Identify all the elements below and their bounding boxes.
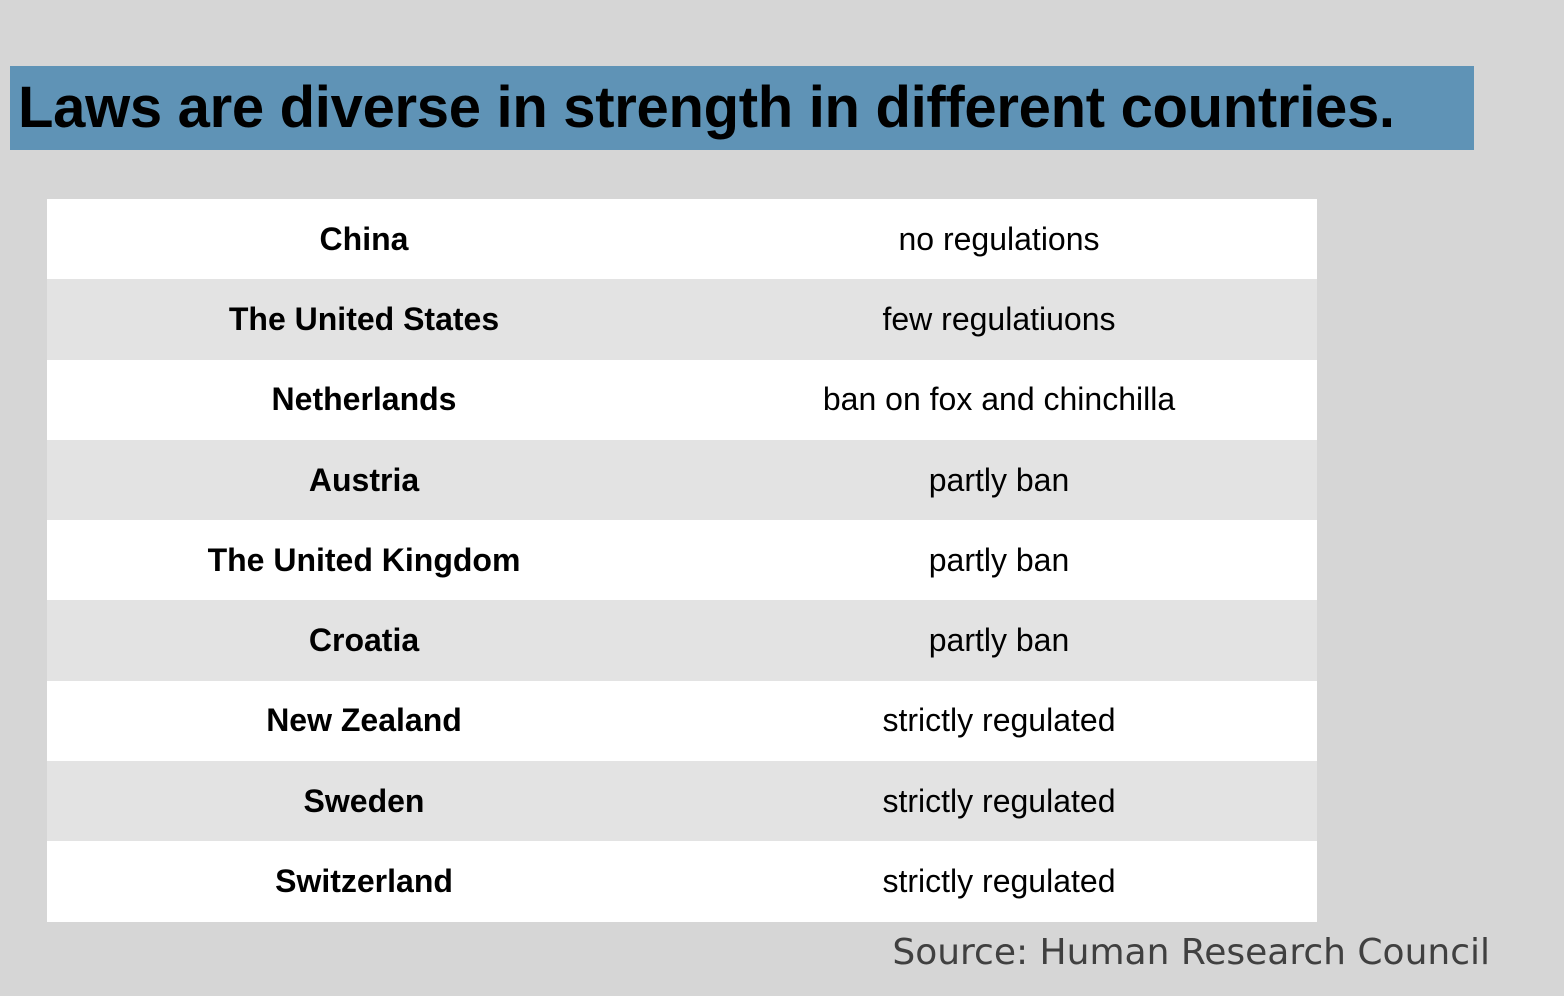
country-cell: The United Kingdom — [207, 541, 521, 578]
law-cell: strictly regulated — [882, 782, 1116, 819]
table-row: The United Kingdom partly ban — [47, 520, 1317, 601]
law-table: China no regulations The United States few … — [47, 199, 1317, 922]
country-cell: Croatia — [308, 622, 420, 659]
law-cell: strictly regulated — [882, 863, 1116, 900]
country-cell: Austria — [308, 461, 420, 498]
country-cell: Netherlands — [271, 381, 457, 418]
table-row: The United States few regulatiuons — [47, 279, 1317, 360]
table-row: Sweden strictly regulated — [47, 761, 1317, 842]
law-cell: partly ban — [928, 461, 1070, 498]
country-cell: Switzerland — [275, 863, 453, 900]
country-cell: New Zealand — [266, 702, 462, 739]
law-cell: partly ban — [928, 622, 1070, 659]
law-cell: partly ban — [928, 541, 1070, 578]
title-banner: Laws are diverse in strength in differen… — [10, 66, 1474, 150]
country-cell: Sweden — [303, 782, 425, 819]
table-row: Croatia partly ban — [47, 600, 1317, 681]
table-row: Austria partly ban — [47, 439, 1317, 521]
page-title: Laws are diverse in strength in differen… — [18, 75, 1395, 140]
table-row: New Zealand strictly regulated — [47, 680, 1317, 762]
table-row: China no regulations — [47, 199, 1317, 280]
country-cell: China — [319, 220, 409, 257]
law-cell: no regulations — [898, 220, 1100, 257]
law-cell: few regulatiuons — [882, 300, 1116, 337]
country-cell: The United States — [228, 300, 500, 337]
law-cell: ban on fox and chinchilla — [822, 381, 1176, 418]
table-row: Netherlands ban on fox and chinchilla — [47, 359, 1317, 440]
source-note: Source: Human Research Council — [892, 932, 1490, 973]
law-cell: strictly regulated — [882, 702, 1116, 739]
table-row: Switzerland strictly regulated — [47, 841, 1317, 922]
